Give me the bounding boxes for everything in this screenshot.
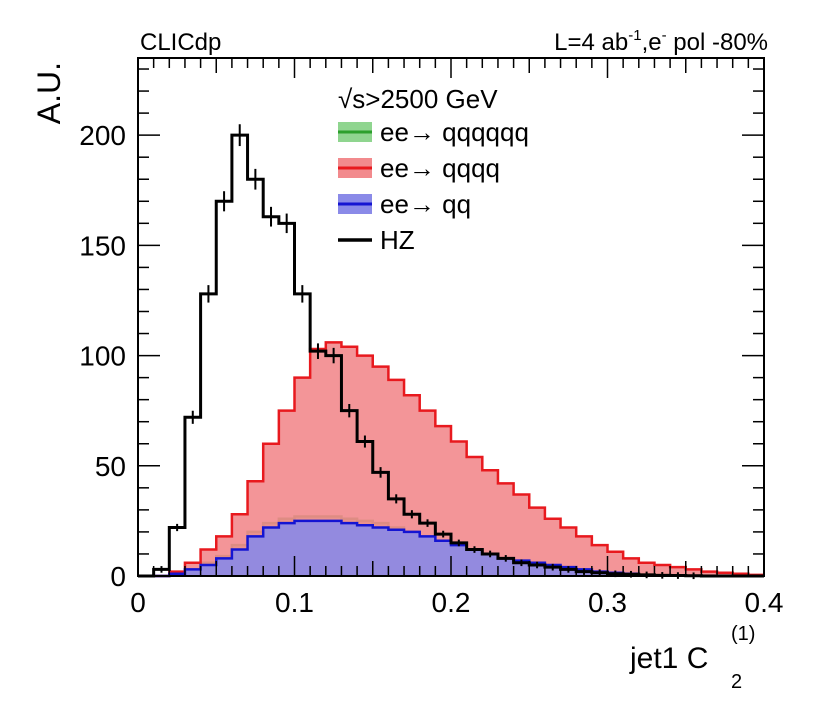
experiment-label: CLICdp: [140, 29, 221, 56]
legend-label-hz: HZ: [380, 225, 415, 255]
y-axis-label: A.U.: [31, 62, 67, 124]
bin-ee-qq-5: [216, 558, 232, 576]
bin-ee-qq-19: [435, 541, 451, 576]
y-tick-label: 50: [95, 451, 126, 482]
legend-label-ee-qqqq: ee→ qqqq: [380, 153, 500, 183]
legend-label-ee-qq: ee→ qq: [380, 189, 471, 219]
x-tick-label: 0.4: [745, 587, 784, 618]
bin-ee-qq-10: [295, 521, 311, 576]
bin-ee-qq-18: [420, 536, 436, 576]
x-tick-label: 0.2: [432, 587, 471, 618]
bin-ee-qq-16: [388, 530, 404, 576]
bin-ee-qq-15: [373, 528, 389, 576]
bin-ee-qq-8: [263, 528, 279, 576]
y-tick-label: 100: [79, 341, 126, 372]
bin-ee-qq-21: [467, 550, 483, 576]
x-tick-label: 0.3: [588, 587, 627, 618]
series-outline-ee-qqqq: [138, 341, 764, 578]
lumi-prefix: L=4 ab: [554, 29, 628, 56]
legend: √s>2500 GeV ee→ qqqqqq ee→ qqqq ee→ qq HZ: [338, 84, 529, 255]
bin-ee-qq-11: [310, 521, 326, 576]
legend-label-ee-qqqqqq: ee→ qqqqqq: [380, 117, 529, 147]
lumi-exponent: -1: [628, 27, 641, 44]
bin-ee-qq-9: [279, 523, 295, 576]
x-tick-label: 0: [130, 587, 146, 618]
beam-separator: ,e: [642, 29, 662, 56]
bin-ee-qq-17: [404, 532, 420, 576]
legend-title: √s>2500 GeV: [338, 84, 498, 114]
axis-ticks: 0 0.1 0.2 0.3 0.4 0 50 100 150 200: [79, 58, 783, 618]
x-axis-label-main: jet1 C: [629, 642, 708, 675]
y-tick-label: 0: [110, 561, 126, 592]
luminosity-label: L=4 ab-1,e- pol -80%: [554, 27, 768, 56]
bin-ee-qq-13: [341, 523, 357, 576]
beam-exponent: -: [662, 27, 667, 44]
polarisation-text: pol -80%: [667, 29, 768, 56]
x-axis-label-subscript: 2: [731, 671, 742, 693]
x-tick-label: 0.1: [275, 587, 314, 618]
y-tick-label: 150: [79, 230, 126, 261]
bin-ee-qq-4: [201, 565, 217, 576]
y-tick-label: 200: [79, 120, 126, 151]
x-axis-label: jet1 C: [629, 642, 708, 675]
bin-ee-qq-7: [248, 536, 264, 576]
bin-ee-qq-6: [232, 550, 248, 576]
x-axis-label-superscript: (1): [731, 623, 755, 645]
bin-ee-qq-14: [357, 525, 373, 576]
bin-ee-qq-20: [451, 545, 467, 576]
bin-ee-qq-12: [326, 521, 342, 576]
